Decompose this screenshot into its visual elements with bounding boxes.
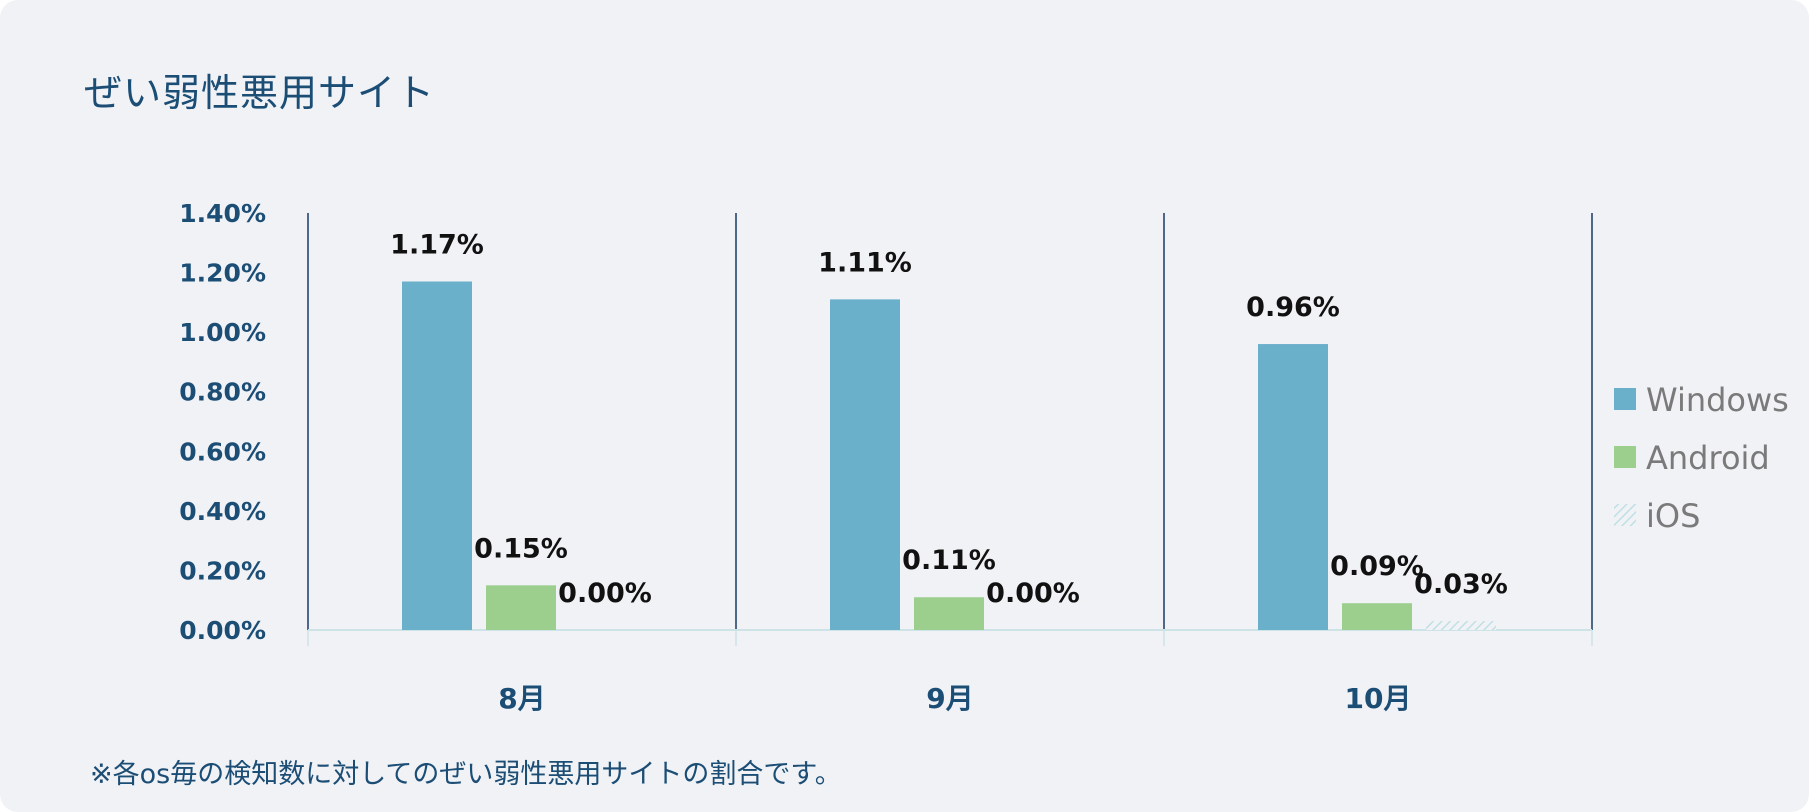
legend: Windows Android iOS [1614, 381, 1789, 535]
y-tick-label: 0.20% [179, 556, 266, 585]
bar-windows [1258, 344, 1328, 630]
x-tick-label: 9月 [926, 682, 973, 715]
data-label-windows: 1.11% [818, 247, 912, 278]
data-label-windows: 0.96% [1246, 292, 1340, 323]
data-labels-group: 1.17% 1.11% 0.96% 0.15% 0.11% 0.09% 0.00% 0.00%… [390, 230, 1508, 609]
y-tick-label: 1.40% [179, 199, 266, 228]
y-tick-label: 1.00% [179, 318, 266, 347]
bars-group [402, 281, 1496, 630]
y-tick-label: 0.40% [179, 497, 266, 526]
data-label-ios: 0.03% [1414, 569, 1508, 600]
y-tick-label: 1.20% [179, 259, 266, 288]
y-tick-label: 0.80% [179, 378, 266, 407]
bar-android [486, 585, 556, 630]
data-label-windows: 1.17% [390, 230, 484, 261]
legend-swatch-windows [1614, 388, 1636, 410]
bar-android [1342, 603, 1412, 630]
legend-swatch-ios [1614, 504, 1636, 526]
legend-label-android: Android [1646, 439, 1770, 477]
y-tick-label: 0.60% [179, 437, 266, 466]
legend-swatch-android [1614, 446, 1636, 468]
legend-label-ios: iOS [1646, 497, 1700, 535]
chart-title: ぜい弱性悪用サイト [84, 71, 436, 115]
x-tick-label: 10月 [1345, 682, 1412, 715]
x-tick-label: 8月 [498, 682, 545, 715]
data-label-android: 0.09% [1330, 551, 1424, 582]
bar-android [914, 597, 984, 630]
data-label-ios: 0.00% [986, 578, 1080, 609]
legend-label-windows: Windows [1646, 381, 1789, 419]
bar-ios [1426, 621, 1496, 630]
bar-windows [830, 299, 900, 630]
data-label-android: 0.15% [474, 533, 568, 564]
y-tick-label: 0.00% [179, 616, 266, 645]
footnote: ※各os毎の検知数に対してのぜい弱性悪用サイトの割合です。 [90, 759, 842, 790]
data-label-android: 0.11% [902, 545, 996, 576]
data-label-ios: 0.00% [558, 578, 652, 609]
bar-windows [402, 281, 472, 630]
axis-group: 0.00% 0.20% 0.40% 0.60% 0.80% 1.00% 1.20% 1.40%… [179, 199, 1593, 715]
